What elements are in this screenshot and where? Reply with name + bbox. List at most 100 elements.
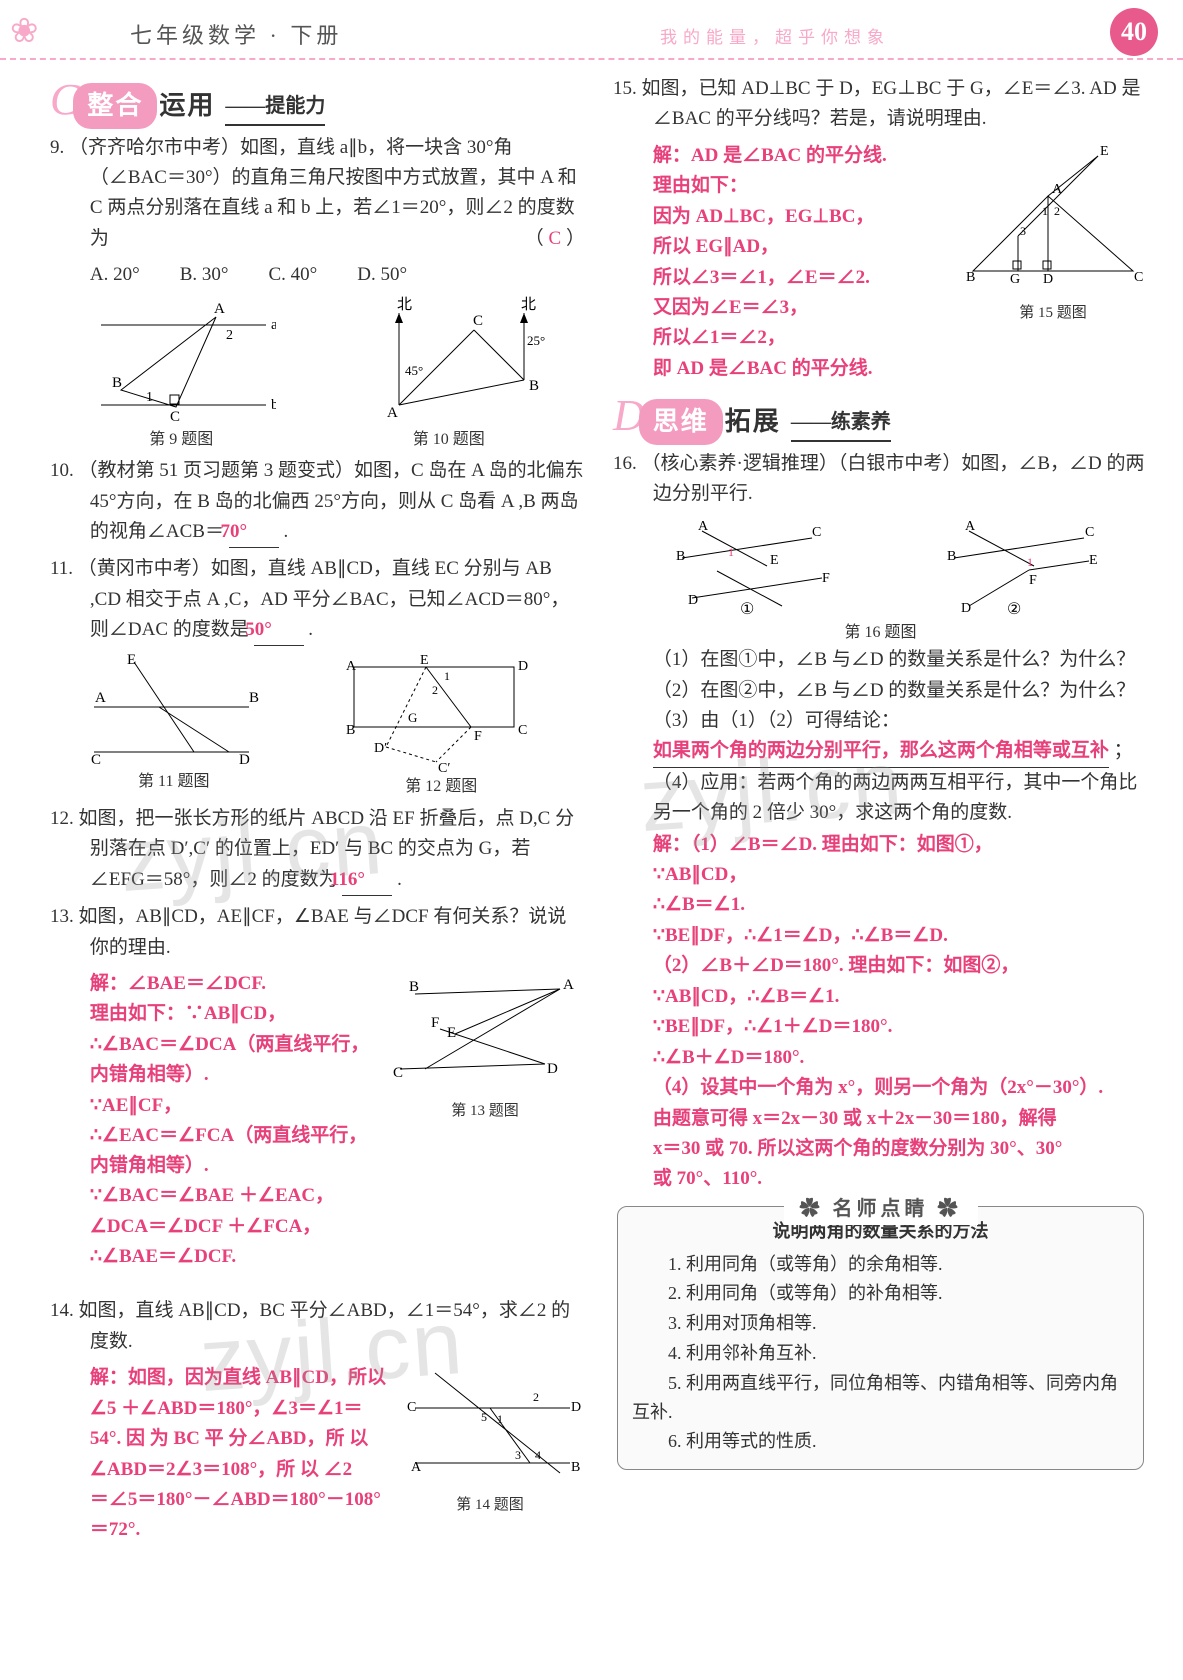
problem-number: 10. bbox=[50, 460, 74, 481]
problem-16: 16. （核心素养·逻辑推理）（白银市中考）如图，∠B，∠D 的两边分别平行. bbox=[613, 449, 1148, 510]
figure-caption: 第 15 题图 bbox=[958, 301, 1148, 325]
solution-line: ∵AB∥CD， bbox=[653, 860, 1148, 889]
svg-text:E: E bbox=[1100, 144, 1109, 159]
svg-text:D: D bbox=[547, 1061, 558, 1077]
option-a: A. 20° bbox=[90, 260, 140, 290]
svg-text:A: A bbox=[411, 1460, 422, 1475]
problem-14: 14. 如图，直线 AB∥CD，BC 平分∠ABD，∠1＝54°，求∠2 的度数… bbox=[50, 1296, 585, 1357]
section-subtitle: ——练素养 bbox=[791, 406, 891, 442]
tips-line: 1. 利用同角（或等角）的余角相等. bbox=[632, 1250, 1129, 1279]
solution-line: 由题意可得 x＝2x－30 或 x＋2x－30＝180，解得 bbox=[653, 1104, 1148, 1133]
svg-text:C: C bbox=[473, 313, 483, 329]
solution-line: x＝30 或 70. 所以这两个角的度数分别为 30°、30° bbox=[653, 1134, 1148, 1163]
solution-line: 或 70°、110°. bbox=[653, 1164, 1148, 1193]
svg-text:B: B bbox=[676, 549, 685, 564]
sub-questions: （1）在图①中，∠B 与∠D 的数量关系是什么？为什么？ （2）在图②中，∠B … bbox=[653, 645, 1148, 828]
svg-text:C′: C′ bbox=[438, 761, 450, 772]
tips-line: 2. 利用同角（或等角）的补角相等. bbox=[632, 1279, 1129, 1308]
tips-panel: ✿ 名师点睛 ✿ 说明两角的数量关系的方法 1. 利用同角（或等角）的余角相等.… bbox=[617, 1206, 1144, 1470]
answer-blank: 如果两个角的两边分别平行，那么这两个角相等或互补 bbox=[653, 736, 1109, 767]
solution-line: ∴∠B＝∠1. bbox=[653, 890, 1148, 919]
svg-text:C: C bbox=[170, 409, 180, 425]
svg-text:B: B bbox=[571, 1460, 580, 1475]
problem-number: 14. bbox=[50, 1300, 74, 1321]
svg-text:b: b bbox=[271, 397, 276, 413]
section-c-heading: C 整合 运用 ——提能力 bbox=[50, 78, 585, 129]
problem-15: 15. 如图，已知 AD⊥BC 于 D，EG⊥BC 于 G，∠E＝∠3. AD … bbox=[613, 74, 1148, 135]
svg-text:1: 1 bbox=[728, 545, 734, 559]
solution-line: ∵BE∥DF，∴∠1＋∠D＝180°. bbox=[653, 1012, 1148, 1041]
section-subtitle: ——提能力 bbox=[225, 90, 325, 126]
svg-text:1: 1 bbox=[497, 1412, 503, 1426]
answer-blank: 116° bbox=[342, 865, 392, 896]
semicolon: ； bbox=[1114, 740, 1133, 761]
svg-text:D: D bbox=[688, 593, 698, 608]
svg-text:a: a bbox=[271, 317, 276, 333]
svg-text:G: G bbox=[408, 710, 417, 725]
period: . bbox=[283, 521, 288, 542]
figure-caption: 第 10 题图 bbox=[349, 427, 549, 453]
problem-number: 9. bbox=[50, 137, 64, 158]
svg-text:C: C bbox=[518, 723, 527, 738]
figure-caption: 第 13 题图 bbox=[385, 1099, 585, 1123]
svg-text:C: C bbox=[812, 525, 821, 540]
figure-16-2: A C B E D F 1 ② bbox=[929, 516, 1099, 616]
paren: （ bbox=[525, 228, 544, 249]
svg-text:1: 1 bbox=[444, 669, 450, 683]
subq-4: （4）应用：若两个角的两边两两互相平行，其中一个角比另一个角的 2 倍少 30°… bbox=[653, 768, 1148, 829]
section-tail: 运用 bbox=[159, 85, 215, 127]
svg-text:B: B bbox=[346, 723, 355, 738]
page-number-badge: 40 bbox=[1110, 8, 1158, 56]
problem-text: 如图，已知 AD⊥BC 于 D，EG⊥BC 于 G，∠E＝∠3. AD 是∠BA… bbox=[642, 78, 1141, 129]
solution-line: 所以∠1＝∠2， bbox=[653, 323, 1148, 352]
svg-text:2: 2 bbox=[226, 328, 233, 343]
figure-row-16: A C B E D F 1 ① A C B bbox=[613, 516, 1148, 616]
svg-text:E: E bbox=[770, 553, 779, 568]
solution-line: ∵BE∥DF，∴∠1＝∠D，∴∠B＝∠D. bbox=[653, 921, 1148, 950]
svg-text:F: F bbox=[474, 729, 482, 744]
problem-12: 12. 如图，把一张长方形的纸片 ABCD 沿 EF 折叠后，点 D,C 分别落… bbox=[50, 804, 585, 896]
svg-text:北: 北 bbox=[521, 296, 536, 313]
diagram-13: B A E F C D bbox=[385, 969, 585, 1089]
subq-3-stem: （3）由（1）（2）可得结论： bbox=[653, 710, 900, 731]
solution-line: ∴∠B＋∠D＝180°. bbox=[653, 1043, 1148, 1072]
problem-text: 如图，把一张长方形的纸片 ABCD 沿 EF 折叠后，点 D,C 分别落在点 D… bbox=[79, 808, 575, 890]
section-pill: 思维 bbox=[639, 399, 723, 445]
problem-13: 13. 如图，AB∥CD，AE∥CF，∠BAE 与∠DCF 有何关系？说说你的理… bbox=[50, 902, 585, 963]
svg-text:F: F bbox=[1029, 573, 1037, 588]
problem-text: （核心素养·逻辑推理）（白银市中考）如图，∠B，∠D 的两边分别平行. bbox=[642, 453, 1145, 504]
figure-9: a b A B C 2 1 第 9 题图 bbox=[86, 295, 276, 453]
svg-text:B: B bbox=[112, 375, 122, 391]
problem-number: 11. bbox=[50, 558, 73, 579]
figure-13: B A E F C D 第 13 题图 bbox=[385, 969, 585, 1123]
svg-text:B: B bbox=[947, 549, 956, 564]
svg-text:A: A bbox=[698, 519, 709, 534]
svg-text:1: 1 bbox=[1042, 204, 1048, 218]
problem-number: 12. bbox=[50, 808, 74, 829]
problem-number: 13. bbox=[50, 906, 74, 927]
figure-caption: 第 16 题图 bbox=[613, 620, 1148, 646]
diagram-compass: 北 北 A B C 45° 25° bbox=[349, 295, 549, 425]
tips-line: 6. 利用等式的性质. bbox=[632, 1427, 1129, 1456]
answer-blank: 70° bbox=[229, 517, 279, 548]
figure-11: E A B C D 第 11 题图 bbox=[79, 652, 269, 800]
diagram-11: E A B C D bbox=[79, 652, 269, 767]
subq-3: （3）由（1）（2）可得结论： 如果两个角的两边分别平行，那么这两个角相等或互补… bbox=[653, 706, 1148, 768]
svg-text:25°: 25° bbox=[527, 333, 545, 348]
solution-line: 即 AD 是∠BAC 的平分线. bbox=[653, 354, 1148, 383]
figure-caption: 第 12 题图 bbox=[326, 774, 556, 800]
figure-caption: 第 9 题图 bbox=[86, 427, 276, 453]
problem-number: 16. bbox=[613, 453, 637, 474]
problem-text: 如图，直线 AB∥CD，BC 平分∠ABD，∠1＝54°，求∠2 的度数. bbox=[79, 1300, 571, 1351]
svg-text:D: D bbox=[961, 601, 971, 616]
figure-caption: 第 14 题图 bbox=[395, 1493, 585, 1517]
problem-text: 如图，AB∥CD，AE∥CF，∠BAE 与∠DCF 有何关系？说说你的理由. bbox=[79, 906, 567, 957]
subq-1: （1）在图①中，∠B 与∠D 的数量关系是什么？为什么？ bbox=[653, 645, 1148, 675]
svg-text:北: 北 bbox=[397, 296, 412, 313]
solution-line: ∴∠BAE＝∠DCF. bbox=[90, 1242, 585, 1271]
svg-text:C: C bbox=[1134, 270, 1143, 285]
svg-text:4: 4 bbox=[535, 1448, 541, 1462]
problem-9: 9. （齐齐哈尔市中考）如图，直线 a∥b，将一块含 30°角（∠BAC＝30°… bbox=[50, 133, 585, 255]
tips-line: 3. 利用对顶角相等. bbox=[632, 1309, 1129, 1338]
svg-text:1: 1 bbox=[146, 390, 153, 405]
